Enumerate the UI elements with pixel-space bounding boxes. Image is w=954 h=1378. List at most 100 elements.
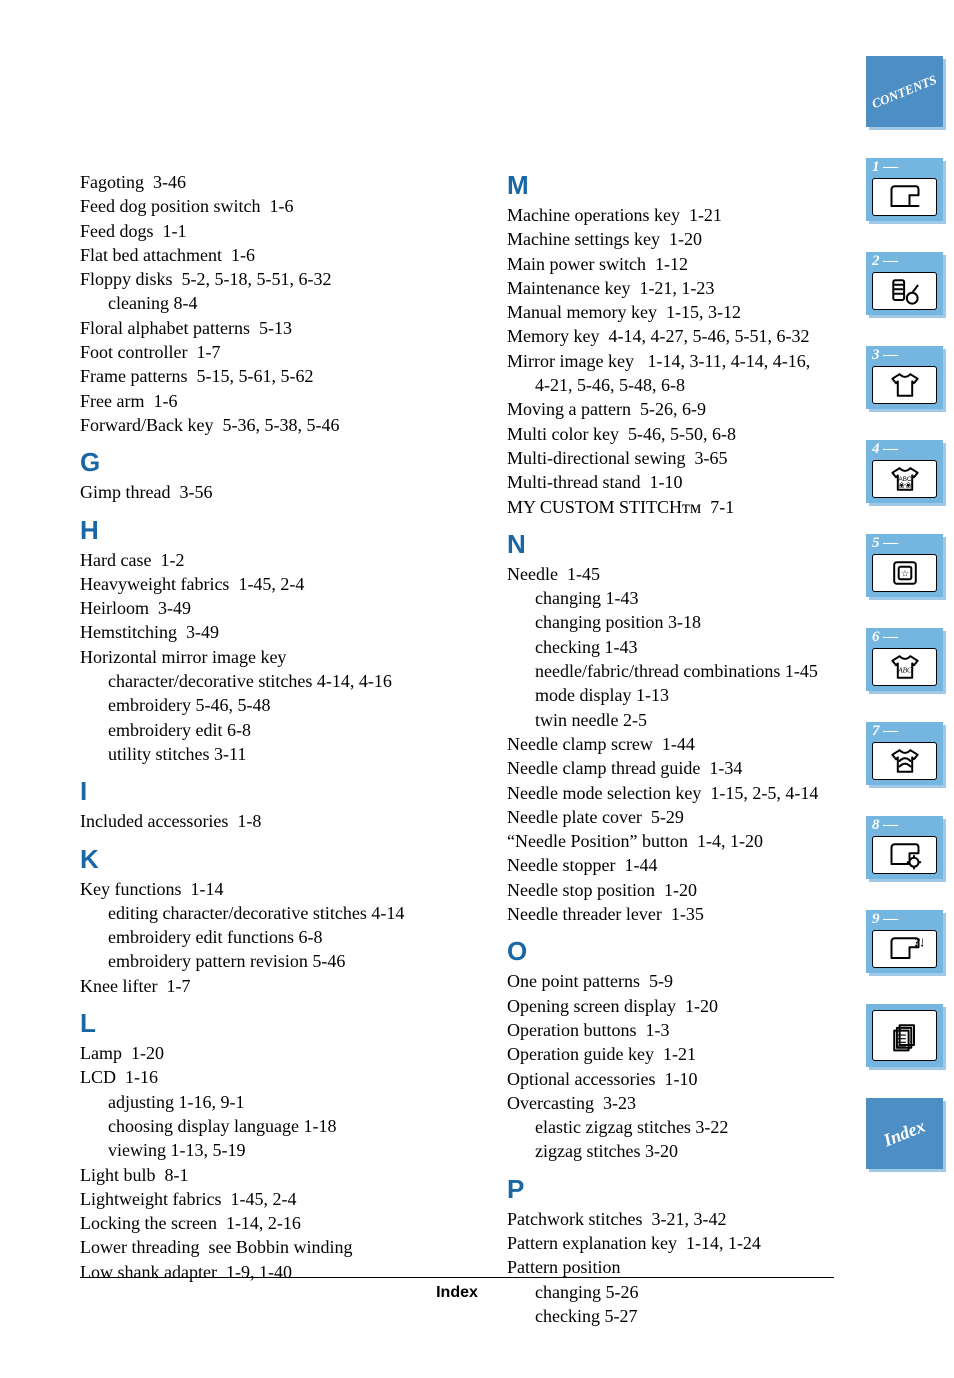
index-entry: Included accessories 1-8	[80, 809, 487, 833]
index-entry: Needle 1-45	[507, 562, 914, 586]
tab-number: 8 —	[866, 816, 943, 836]
svg-text:☆: ☆	[900, 569, 908, 579]
index-entry: Foot controller 1-7	[80, 340, 487, 364]
index-entry: adjusting 1-16, 9-1	[80, 1090, 487, 1114]
index-entry: Knee lifter 1-7	[80, 974, 487, 998]
index-entry: mode display 1-13	[507, 683, 914, 707]
page-footer: Index	[80, 1277, 834, 1302]
section-heading: I	[80, 776, 487, 807]
nav-tab-chapter[interactable]: 3 —	[866, 346, 946, 412]
index-entry: editing character/decorative stitches 4-…	[80, 901, 487, 925]
index-entry: 4-21, 5-46, 5-48, 6-8	[507, 373, 914, 397]
index-entry: Locking the screen 1-14, 2-16	[80, 1211, 487, 1235]
index-entry: zigzag stitches 3-20	[507, 1139, 914, 1163]
index-entry: Machine operations key 1-21	[507, 203, 914, 227]
index-entry: needle/fabric/thread combinations 1-45	[507, 659, 914, 683]
index-entry: cleaning 8-4	[80, 291, 487, 315]
index-entry: utility stitches 3-11	[80, 742, 487, 766]
index-entry: Operation guide key 1-21	[507, 1042, 914, 1066]
index-page: Fagoting 3-46Feed dog position switch 1-…	[0, 0, 954, 1378]
machine-q-icon: ?!	[872, 930, 937, 968]
index-entry: Moving a pattern 5-26, 6-9	[507, 397, 914, 421]
nav-tab-index[interactable]: Index	[866, 1098, 946, 1172]
machine-icon	[872, 178, 937, 216]
index-entry: Needle threader lever 1-35	[507, 902, 914, 926]
index-entry: Optional accessories 1-10	[507, 1067, 914, 1091]
tab-number: 7 —	[866, 722, 943, 742]
index-entry: twin needle 2-5	[507, 708, 914, 732]
index-entry: Fagoting 3-46	[80, 170, 487, 194]
nav-tab-chapter[interactable]: 6 —ABC	[866, 628, 946, 694]
section-heading: N	[507, 529, 914, 560]
nav-tab-chapter[interactable]: 5 — ☆	[866, 534, 946, 600]
index-entry: MY CUSTOM STITCHᴛᴍ 7-1	[507, 495, 914, 519]
index-entry: character/decorative stitches 4-14, 4-16	[80, 669, 487, 693]
index-entry: Multi color key 5-46, 5-50, 6-8	[507, 422, 914, 446]
index-entry: Light bulb 8-1	[80, 1163, 487, 1187]
index-entry: embroidery edit functions 6-8	[80, 925, 487, 949]
index-entry: Machine settings key 1-20	[507, 227, 914, 251]
index-entry: changing 1-43	[507, 586, 914, 610]
nav-tab-chapter[interactable]: 9 —?!	[866, 910, 946, 976]
shirt-icon	[872, 366, 937, 404]
index-entry: Key functions 1-14	[80, 877, 487, 901]
index-entry: Operation buttons 1-3	[507, 1018, 914, 1042]
machine-gear-icon	[872, 836, 937, 874]
side-tabs: CONTENTS 1 — 2 — 3 — 4 —ABC❀❀ 5 — ☆ 6 —ABC 7 — 8 …	[866, 56, 954, 1172]
nav-tab-chapter[interactable]: 4 —ABC❀❀	[866, 440, 946, 506]
thread-icon	[872, 272, 937, 310]
index-entry: Feed dog position switch 1-6	[80, 194, 487, 218]
tab-number: 6 —	[866, 628, 943, 648]
index-entry: Patchwork stitches 3-21, 3-42	[507, 1207, 914, 1231]
index-entry: checking 1-43	[507, 635, 914, 659]
index-entry: Needle plate cover 5-29	[507, 805, 914, 829]
nav-tab-chapter[interactable]: 1 —	[866, 158, 946, 224]
index-entry: Main power switch 1-12	[507, 252, 914, 276]
index-entry: Heavyweight fabrics 1-45, 2-4	[80, 572, 487, 596]
nav-tab-chapter[interactable]: 8 —	[866, 816, 946, 882]
index-entry: elastic zigzag stitches 3-22	[507, 1115, 914, 1139]
index-entry: Heirloom 3-49	[80, 596, 487, 620]
index-entry: changing position 3-18	[507, 610, 914, 634]
index-entry: Mirror image key 1-14, 3-11, 4-14, 4-16,	[507, 349, 914, 373]
custom-icon	[872, 742, 937, 780]
index-entry: Needle clamp screw 1-44	[507, 732, 914, 756]
index-entry: Forward/Back key 5-36, 5-38, 5-46	[80, 413, 487, 437]
nav-tab-chapter[interactable]: 2 —	[866, 252, 946, 318]
tab-number: 1 —	[866, 158, 943, 178]
shirt-abc-icon: ABC	[872, 648, 937, 686]
index-entry: LCD 1-16	[80, 1065, 487, 1089]
nav-tab-appendix[interactable]	[866, 1004, 946, 1070]
index-entry: checking 5-27	[507, 1304, 914, 1328]
index-entry: Memory key 4-14, 4-27, 5-46, 5-51, 6-32	[507, 324, 914, 348]
index-entry: embroidery 5-46, 5-48	[80, 693, 487, 717]
tab-number: 4 —	[866, 440, 943, 460]
abc-icon: ABC❀❀	[872, 460, 937, 498]
nav-tab-chapter[interactable]: 7 —	[866, 722, 946, 788]
index-entry: Manual memory key 1-15, 3-12	[507, 300, 914, 324]
index-entry: “Needle Position” button 1-4, 1-20	[507, 829, 914, 853]
index-entry: choosing display language 1-18	[80, 1114, 487, 1138]
index-entry: Pattern explanation key 1-14, 1-24	[507, 1231, 914, 1255]
index-entry: Needle clamp thread guide 1-34	[507, 756, 914, 780]
index-entry: Needle stop position 1-20	[507, 878, 914, 902]
index-entry: embroidery edit 6-8	[80, 718, 487, 742]
index-entry: Lamp 1-20	[80, 1041, 487, 1065]
section-heading: G	[80, 447, 487, 478]
section-heading: O	[507, 936, 914, 967]
section-heading: H	[80, 515, 487, 546]
section-heading: P	[507, 1174, 914, 1205]
index-entry: Needle stopper 1-44	[507, 853, 914, 877]
index-entry: Gimp thread 3-56	[80, 480, 487, 504]
index-entry: Frame patterns 5-15, 5-61, 5-62	[80, 364, 487, 388]
nav-tab-contents[interactable]: CONTENTS	[866, 56, 946, 130]
index-entry: viewing 1-13, 5-19	[80, 1138, 487, 1162]
index-entry: Horizontal mirror image key	[80, 645, 487, 669]
index-entry: Opening screen display 1-20	[507, 994, 914, 1018]
svg-text:?!: ?!	[914, 935, 923, 949]
footer-label: Index	[436, 1284, 478, 1301]
section-heading: M	[507, 170, 914, 201]
tab-number: 3 —	[866, 346, 943, 366]
index-entry: Floral alphabet patterns 5-13	[80, 316, 487, 340]
tab-number: 5 —	[866, 534, 943, 554]
